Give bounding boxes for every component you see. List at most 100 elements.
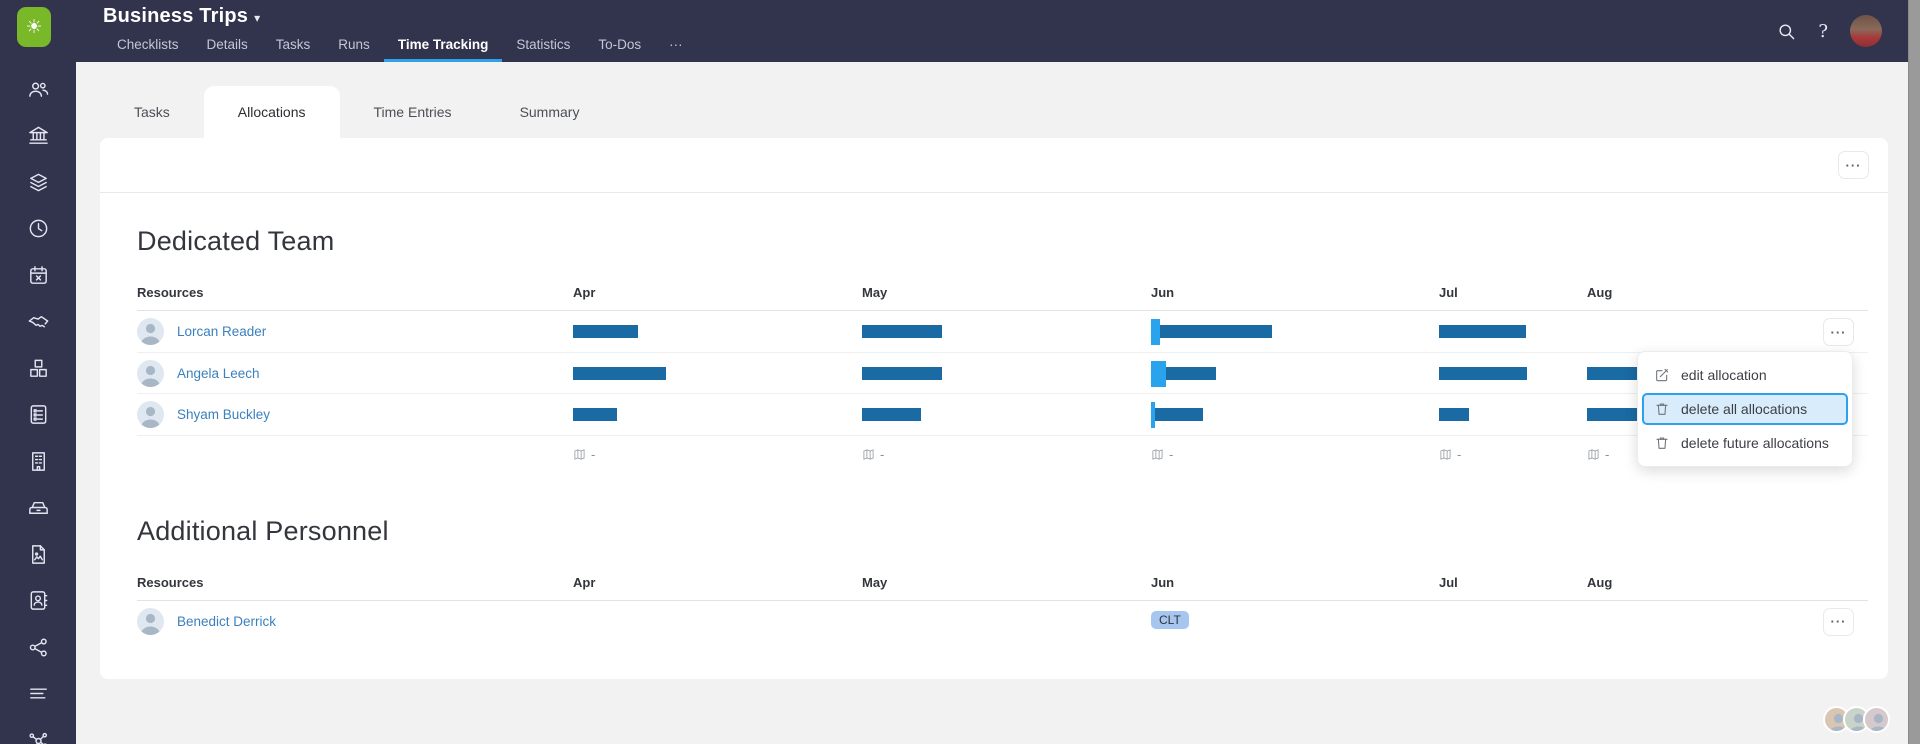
menu-item-edit-allocation[interactable]: edit allocation — [1642, 359, 1848, 391]
allocation-bar[interactable] — [862, 408, 921, 421]
month-total: - — [862, 447, 884, 462]
topbar-tab-checklists[interactable]: Checklists — [117, 37, 179, 52]
resource-name-link[interactable]: Benedict Derrick — [177, 613, 277, 629]
allocation-bar[interactable] — [1160, 325, 1272, 338]
table-row: Angela Leech — [137, 353, 1868, 394]
topbar-tab-tasks[interactable]: Tasks — [275, 37, 311, 52]
project-title-wrap[interactable]: Business Trips ▾ — [103, 5, 260, 28]
team-icon[interactable] — [15, 66, 61, 113]
allocation-bar[interactable] — [1155, 408, 1203, 421]
column-header-may: May — [862, 574, 888, 590]
menu-item-delete-all-allocations[interactable]: delete all allocations — [1642, 393, 1848, 425]
column-header-jun: Jun — [1151, 285, 1175, 300]
column-header-aug: Aug — [1587, 285, 1613, 300]
column-header-may: May — [862, 285, 888, 300]
month-total: - — [1151, 447, 1173, 462]
allocation-table: Resources Apr May Jun Jul Aug Lorcan Reader ···… — [137, 271, 1868, 476]
allocation-bar[interactable] — [1439, 325, 1526, 338]
allocation-bar[interactable] — [573, 366, 666, 380]
column-header-jul: Jul — [1439, 574, 1458, 590]
month-total: - — [573, 447, 595, 462]
month-total: - — [1587, 447, 1609, 462]
column-header-resources: Resources — [137, 574, 204, 590]
subtab-allocations[interactable]: Allocations — [203, 86, 340, 138]
resource-name-link[interactable]: Shyam Buckley — [177, 407, 271, 422]
resource-name-link[interactable]: Lorcan Reader — [177, 324, 267, 339]
help-icon[interactable]: ? — [1818, 20, 1828, 42]
table-row: Benedict Derrick CLT ··· — [137, 601, 1868, 643]
allocation-bar[interactable] — [1166, 366, 1216, 380]
subtab-summary[interactable]: Summary — [519, 104, 580, 120]
column-header-aug: Aug — [1587, 574, 1613, 590]
row-more-button[interactable]: ··· — [1823, 318, 1854, 346]
menu-item-delete-future-allocations[interactable]: delete future allocations — [1642, 427, 1848, 459]
building-icon[interactable] — [15, 438, 61, 485]
allocation-bar[interactable] — [862, 325, 942, 338]
avatar[interactable] — [137, 607, 164, 635]
topbar-tab--[interactable]: ··· — [669, 37, 683, 52]
calendar-x-icon[interactable] — [15, 252, 61, 299]
today-marker — [1151, 402, 1155, 428]
allocation-bar[interactable] — [1439, 408, 1469, 421]
column-header-jul: Jul — [1439, 285, 1458, 300]
share-nodes-icon[interactable] — [15, 624, 61, 671]
page-title: Business Trips — [103, 5, 249, 27]
subtab-time-entries[interactable]: Time Entries — [373, 104, 452, 120]
search-icon[interactable] — [1777, 22, 1796, 41]
layers-icon[interactable] — [15, 159, 61, 206]
month-total: - — [1439, 447, 1461, 462]
cubes-icon[interactable] — [15, 345, 61, 392]
subtabs: Tasks Allocations Time Entries Summary — [100, 86, 613, 138]
network-icon[interactable] — [15, 717, 61, 744]
today-marker — [1151, 360, 1166, 387]
topbar-tab-details[interactable]: Details — [206, 37, 248, 52]
avatar[interactable] — [137, 318, 164, 345]
handshake-icon[interactable] — [15, 299, 61, 346]
topbar-nav: Checklists Details Tasks Runs Time Tracking S… — [103, 30, 697, 62]
table-row: Shyam Buckley — [137, 394, 1868, 436]
vertical-scrollbar[interactable] — [1908, 0, 1920, 744]
chevron-down-icon[interactable]: ▾ — [254, 11, 261, 25]
topbar-tab-statistics[interactable]: Statistics — [516, 37, 571, 52]
today-marker — [1151, 319, 1160, 345]
presence-avatars — [1823, 699, 1890, 733]
column-header-apr: Apr — [573, 574, 596, 590]
sidebar — [0, 0, 76, 744]
allocation-bar[interactable] — [1439, 366, 1527, 380]
app-logo-sun-icon[interactable]: ☀ — [17, 7, 51, 47]
section-title: Dedicated Team — [137, 226, 335, 256]
allocation-bar[interactable] — [862, 366, 942, 380]
section-title: Additional Personnel — [137, 515, 389, 546]
car-icon[interactable] — [15, 485, 61, 532]
avatar[interactable] — [137, 401, 164, 428]
presence-avatar-3[interactable] — [1863, 706, 1890, 733]
totals-row: ----- — [137, 436, 1868, 476]
column-header-apr: Apr — [573, 285, 596, 300]
card-more-button[interactable]: ··· — [1838, 151, 1869, 179]
file-image-icon[interactable] — [15, 531, 61, 578]
row-more-button[interactable]: ··· — [1823, 607, 1854, 636]
avatar[interactable] — [137, 359, 164, 387]
topbar-tab-runs[interactable]: Runs — [338, 37, 370, 52]
topbar-tab-to-dos[interactable]: To-Dos — [598, 37, 642, 52]
resource-name-link[interactable]: Angela Leech — [177, 365, 260, 381]
card-toolbar: ··· — [100, 138, 1888, 193]
topbar-right: ? — [1777, 0, 1882, 62]
table-row: Lorcan Reader ··· — [137, 311, 1868, 353]
user-avatar[interactable] — [1850, 15, 1882, 47]
allocation-context-menu: edit allocation delete all allocations del… — [1637, 351, 1853, 467]
topbar-tab-time-tracking[interactable]: Time Tracking — [383, 30, 503, 62]
address-book-icon[interactable] — [15, 578, 61, 625]
text-lines-icon[interactable] — [15, 671, 61, 718]
allocation-table: Resources Apr May Jun Jul Aug Benedict Derrick… — [137, 561, 1868, 643]
subtab-tasks[interactable]: Tasks — [134, 104, 170, 120]
column-header-resources: Resources — [137, 285, 204, 300]
card-content: Dedicated Team Resources Apr May Jun Jul Aug Lo… — [100, 193, 1888, 642]
allocation-bar[interactable] — [573, 408, 617, 421]
task-list-icon[interactable] — [15, 392, 61, 439]
allocations-card: ··· Dedicated Team Resources Apr May Jun Jul A… — [100, 138, 1888, 679]
allocation-bar[interactable] — [573, 325, 638, 338]
clock-icon[interactable] — [15, 206, 61, 253]
bank-icon[interactable] — [15, 113, 61, 160]
allocation-badge[interactable]: CLT — [1151, 610, 1189, 629]
